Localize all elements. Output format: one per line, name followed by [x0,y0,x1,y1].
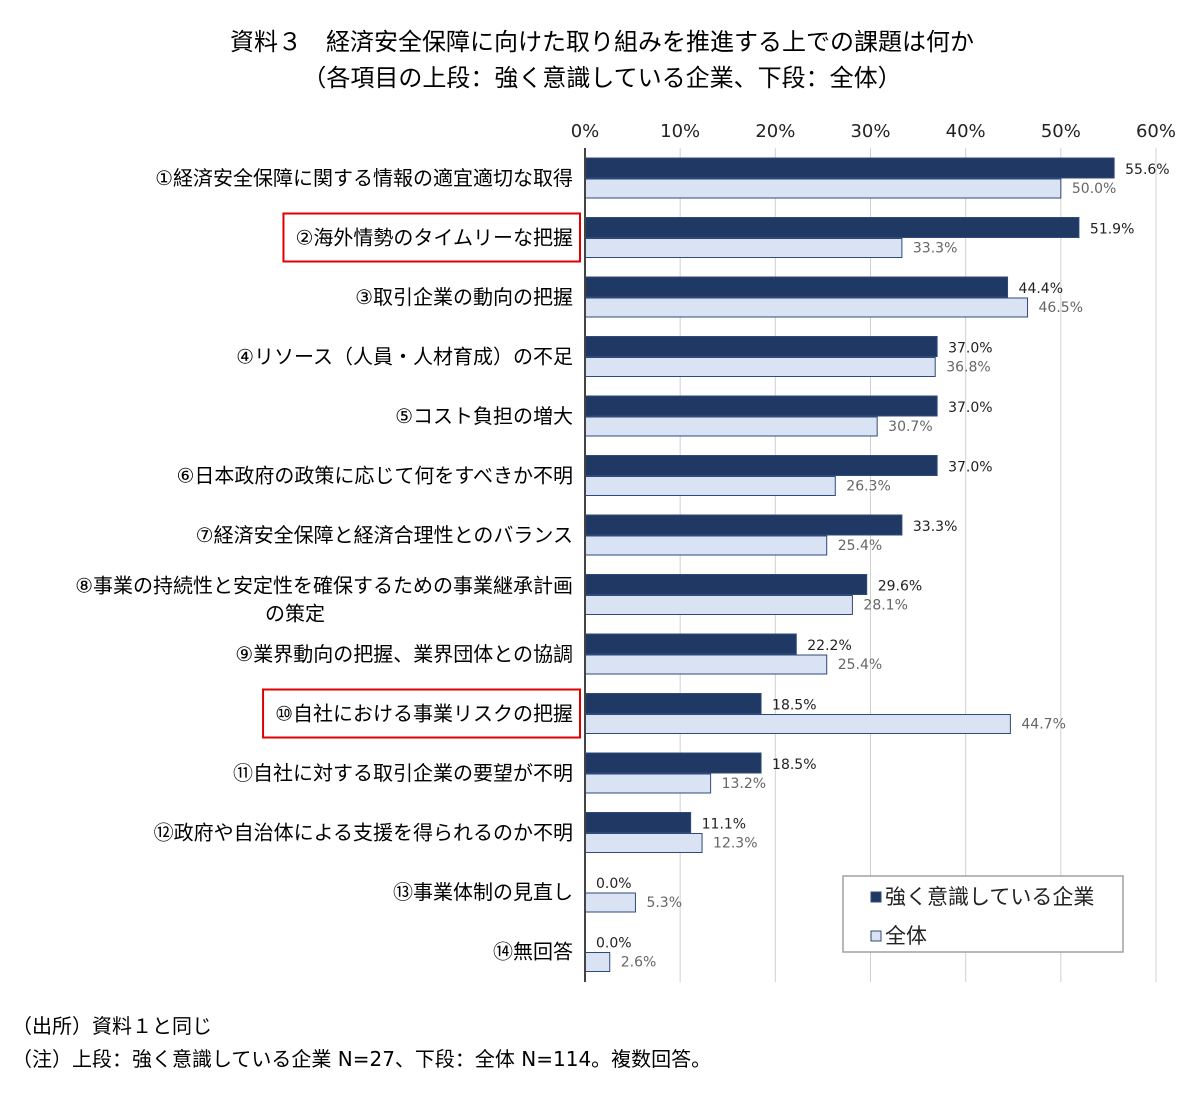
data-label-all: 46.5% [1039,300,1083,316]
data-label-strong: 22.2% [807,638,851,654]
bar-strong [584,752,762,774]
x-tick-label: 0% [571,121,600,142]
category-label: ⑦経済安全保障と経済合理性とのバランス [196,523,573,547]
legend-label: 全体 [885,924,927,948]
data-label-strong: 18.5% [772,757,816,773]
x-tick-label: 20% [755,121,795,142]
x-tick-label: 50% [1041,121,1081,142]
category-label: ⑧事業の持続性と安定性を確保するための事業継承計画 [75,574,573,598]
chart-title: 資料３ 経済安全保障に向けた取り組みを推進する上での課題は何か [230,28,974,56]
data-label-all: 26.3% [846,479,890,495]
bar-all [584,892,636,913]
data-label-strong: 29.6% [878,579,922,595]
data-label-all: 44.7% [1021,717,1065,733]
data-label-all: 50.0% [1072,181,1116,197]
legend-box [842,875,1124,953]
bar-all [584,178,1062,199]
category-label: ②海外情勢のタイムリーな把握 [295,226,573,250]
category-label: ③取引企業の動向の把握 [355,285,573,309]
source-note: （出所）資料１と同じ [12,1014,212,1038]
category-label: ⑬事業体制の見直し [393,880,573,904]
data-label-strong: 37.0% [948,400,992,416]
data-label-all: 13.2% [722,776,766,792]
bar-strong [584,693,762,714]
bar-all [584,654,828,675]
bar-strong [584,336,938,357]
bar-all [584,476,836,496]
bar-strong [584,514,903,536]
legend-label: 強く意識している企業 [885,885,1094,909]
bar-all [584,416,878,437]
category-label: ⑫政府や自治体による支援を得られるのか不明 [154,821,573,845]
x-tick-label: 40% [946,121,986,142]
bar-strong [584,574,868,595]
category-label: ④リソース（人員・人材育成）の不足 [236,345,573,369]
category-label: ⑤コスト負担の増大 [395,404,573,428]
bar-strong [584,217,1080,238]
data-label-strong: 37.0% [948,460,992,476]
bar-strong [584,157,1115,179]
legend-swatch [870,930,882,942]
highlight-box [262,688,581,739]
bar-strong [584,455,938,476]
data-label-all: 36.8% [946,360,990,376]
category-label: ⑨業界動向の把握、業界団体との協調 [235,642,573,666]
data-label-strong: 51.9% [1090,222,1134,238]
data-label-strong: 37.0% [948,341,992,357]
data-label-all: 25.4% [838,657,882,673]
bar-all [584,357,936,377]
data-label-all: 12.3% [713,836,757,852]
bar-all [584,595,853,615]
data-label-all: 30.7% [888,419,932,435]
bar-all [584,773,712,794]
bar-all [584,535,828,556]
category-label: ⑭無回答 [493,940,573,964]
data-label-all: 25.4% [838,538,882,554]
data-label-strong: 0.0% [596,876,632,892]
data-label-strong: 55.6% [1125,162,1169,178]
bar-strong [584,812,692,833]
data-label-all: 33.3% [913,241,957,257]
bar-all [584,952,611,972]
bar-all [584,833,703,853]
bar-all [584,714,1011,734]
x-tick-label: 30% [850,121,890,142]
x-tick-label: 10% [660,121,700,142]
data-label-all: 2.6% [621,955,657,971]
category-label: ⑪自社に対する取引企業の要望が不明 [233,761,573,785]
category-label-cont: の策定 [265,602,325,626]
data-label-all: 28.1% [863,598,907,614]
category-label: ①経済安全保障に関する情報の適宜適切な取得 [155,166,573,190]
category-label: ⑥日本政府の政策に応じて何をすべきか不明 [176,464,573,488]
footnote: （注）上段：強く意識している企業 N=27、下段：全体 N=114。複数回答。 [12,1047,712,1071]
data-label-strong: 18.5% [772,698,816,714]
legend-swatch [870,891,882,903]
data-label-strong: 44.4% [1019,281,1063,297]
data-label-all: 5.3% [646,895,682,911]
bar-strong [584,633,797,655]
x-tick-label: 60% [1136,121,1176,142]
bar-all [584,297,1029,318]
data-label-strong: 0.0% [596,936,632,952]
bar-strong [584,395,938,417]
bar-all [584,238,903,258]
data-label-strong: 11.1% [702,817,746,833]
chart-subtitle: （各項目の上段：強く意識している企業、下段：全体） [302,64,902,92]
category-label: ⑩自社における事業リスクの把握 [275,702,573,726]
data-label-strong: 33.3% [913,519,957,535]
bar-strong [584,276,1009,298]
highlight-box [282,212,581,263]
